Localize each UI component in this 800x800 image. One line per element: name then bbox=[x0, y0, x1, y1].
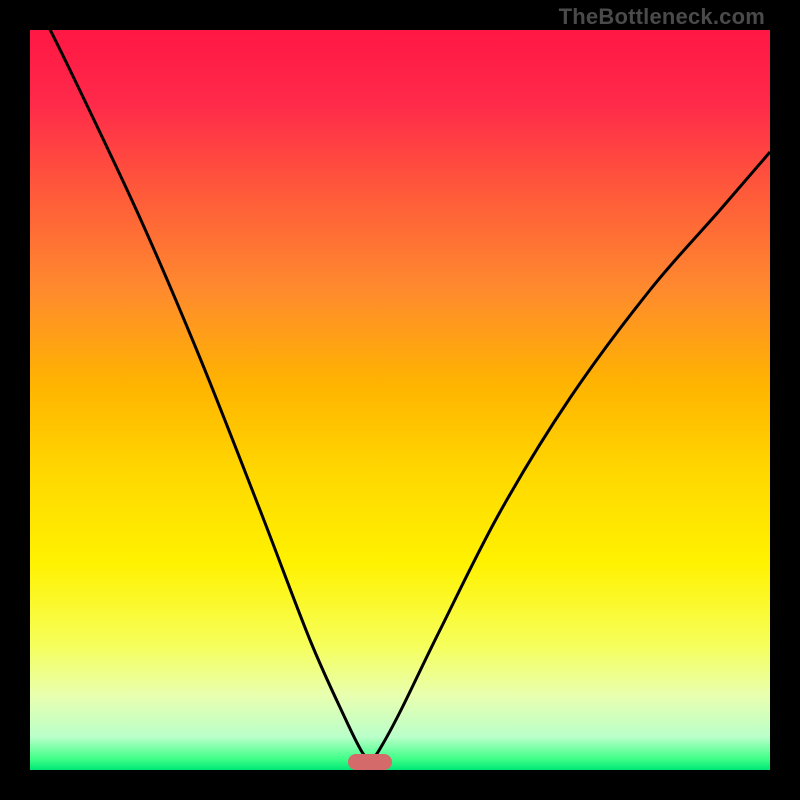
watermark-text: TheBottleneck.com bbox=[559, 4, 765, 30]
frame-border-left bbox=[0, 0, 30, 800]
optimal-marker bbox=[348, 754, 392, 770]
frame-border-bottom bbox=[0, 770, 800, 800]
frame-border-right bbox=[770, 0, 800, 800]
plot-area bbox=[30, 30, 770, 770]
